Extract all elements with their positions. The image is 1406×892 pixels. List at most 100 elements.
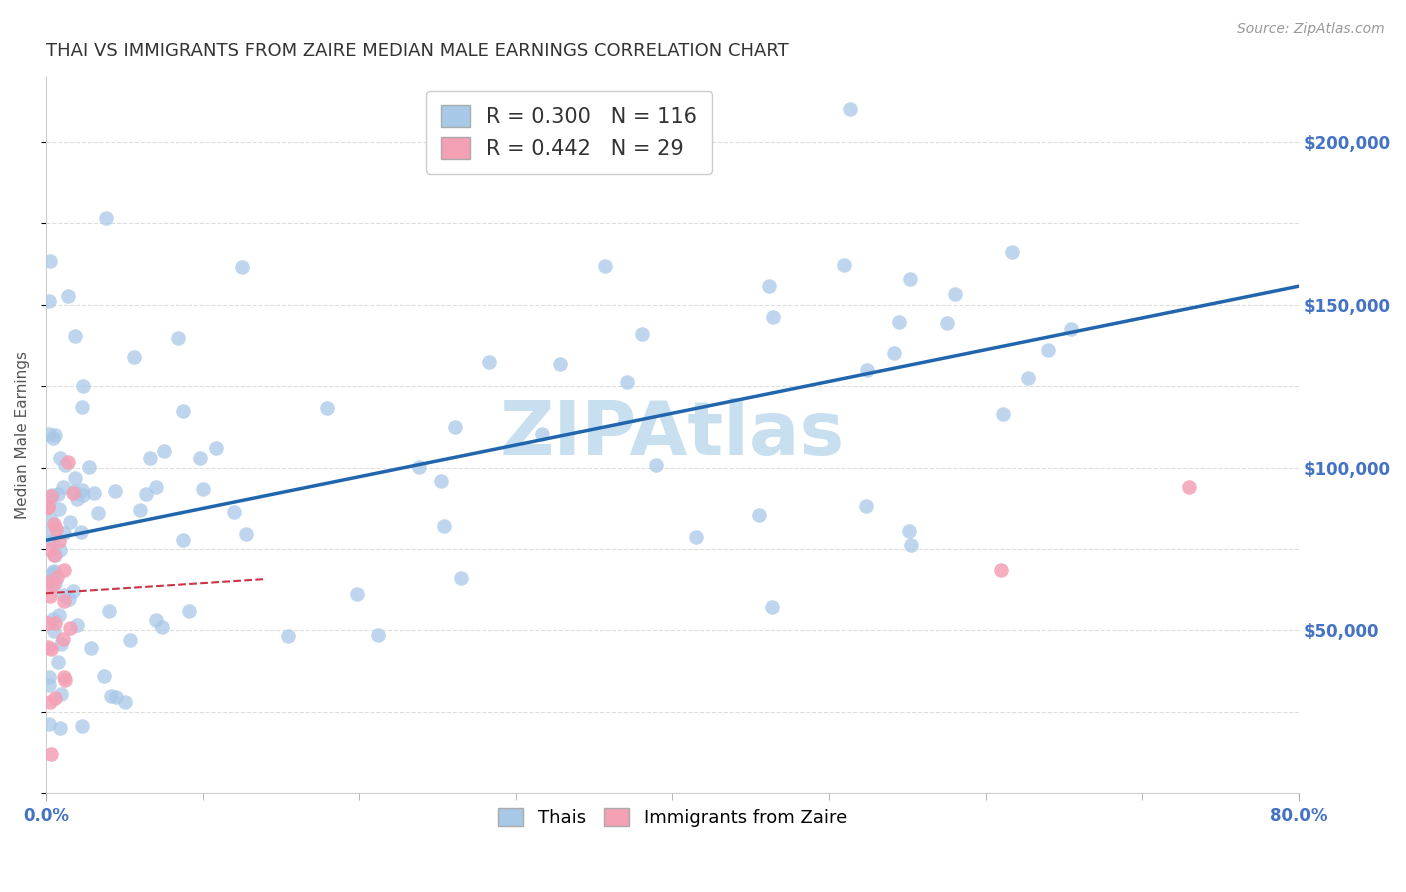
Point — [122, 350, 145, 364]
Point — [37, 615, 59, 630]
Point — [38, 590, 60, 604]
Point — [96, 211, 118, 226]
Point — [152, 620, 174, 634]
Point — [48, 721, 70, 735]
Point — [44, 690, 66, 705]
Point — [52, 594, 75, 608]
Point — [42, 578, 65, 592]
Point — [898, 524, 921, 538]
Point — [104, 483, 127, 498]
Point — [77, 460, 100, 475]
Text: THAI VS IMMIGRANTS FROM ZAIRE MEDIAN MALE EARNINGS CORRELATION CHART: THAI VS IMMIGRANTS FROM ZAIRE MEDIAN MAL… — [46, 42, 789, 60]
Point — [346, 586, 368, 600]
Point — [38, 717, 60, 731]
Point — [936, 316, 959, 330]
Point — [593, 259, 616, 273]
Point — [38, 574, 60, 588]
Point — [48, 534, 70, 549]
Point — [37, 500, 59, 515]
Point — [430, 474, 453, 488]
Point — [44, 548, 66, 562]
Point — [191, 482, 214, 496]
Point — [39, 489, 62, 503]
Point — [645, 458, 668, 472]
Point — [367, 628, 389, 642]
Point — [855, 500, 877, 514]
Point — [277, 629, 299, 643]
Point — [548, 357, 571, 371]
Point — [65, 492, 87, 507]
Point — [38, 493, 60, 508]
Point — [45, 522, 67, 536]
Point — [53, 673, 76, 687]
Point — [408, 460, 430, 475]
Point — [98, 604, 121, 618]
Point — [39, 695, 62, 709]
Point — [167, 331, 190, 345]
Point — [51, 687, 73, 701]
Point — [224, 505, 246, 519]
Point — [56, 455, 79, 469]
Point — [44, 615, 66, 630]
Point — [177, 604, 200, 618]
Point — [231, 260, 253, 275]
Point — [450, 571, 472, 585]
Point — [93, 669, 115, 683]
Point — [135, 487, 157, 501]
Point — [758, 278, 780, 293]
Y-axis label: Median Male Earnings: Median Male Earnings — [15, 351, 30, 519]
Point — [1000, 244, 1022, 259]
Point — [172, 403, 194, 417]
Point — [129, 502, 152, 516]
Point — [72, 488, 94, 502]
Point — [153, 443, 176, 458]
Point — [145, 480, 167, 494]
Point — [139, 450, 162, 465]
Point — [104, 690, 127, 704]
Point — [42, 432, 65, 446]
Point — [72, 378, 94, 392]
Point — [631, 326, 654, 341]
Point — [42, 565, 65, 579]
Point — [100, 689, 122, 703]
Point — [990, 563, 1012, 577]
Point — [62, 486, 84, 500]
Point — [49, 637, 72, 651]
Point — [53, 458, 76, 472]
Legend: Thais, Immigrants from Zaire: Thais, Immigrants from Zaire — [491, 801, 855, 835]
Point — [59, 515, 82, 529]
Point — [832, 258, 855, 272]
Point — [898, 271, 921, 285]
Point — [46, 656, 69, 670]
Point — [444, 419, 467, 434]
Point — [38, 670, 60, 684]
Point — [48, 502, 70, 516]
Point — [39, 253, 62, 268]
Point — [70, 483, 93, 498]
Point — [204, 441, 226, 455]
Point — [53, 589, 76, 603]
Point — [145, 613, 167, 627]
Point — [62, 583, 84, 598]
Point — [86, 506, 108, 520]
Point — [63, 329, 86, 343]
Point — [41, 488, 63, 502]
Point — [38, 427, 60, 442]
Point — [63, 483, 86, 498]
Point — [41, 611, 63, 625]
Point — [616, 376, 638, 390]
Point — [39, 642, 62, 657]
Point — [39, 512, 62, 526]
Point — [70, 401, 93, 415]
Point — [42, 566, 65, 581]
Point — [882, 346, 904, 360]
Point — [56, 289, 79, 303]
Point — [80, 641, 103, 656]
Point — [52, 480, 75, 494]
Point — [235, 527, 257, 541]
Point — [761, 599, 783, 614]
Point — [37, 640, 59, 654]
Point — [38, 294, 60, 309]
Point — [70, 524, 93, 539]
Point — [48, 487, 70, 501]
